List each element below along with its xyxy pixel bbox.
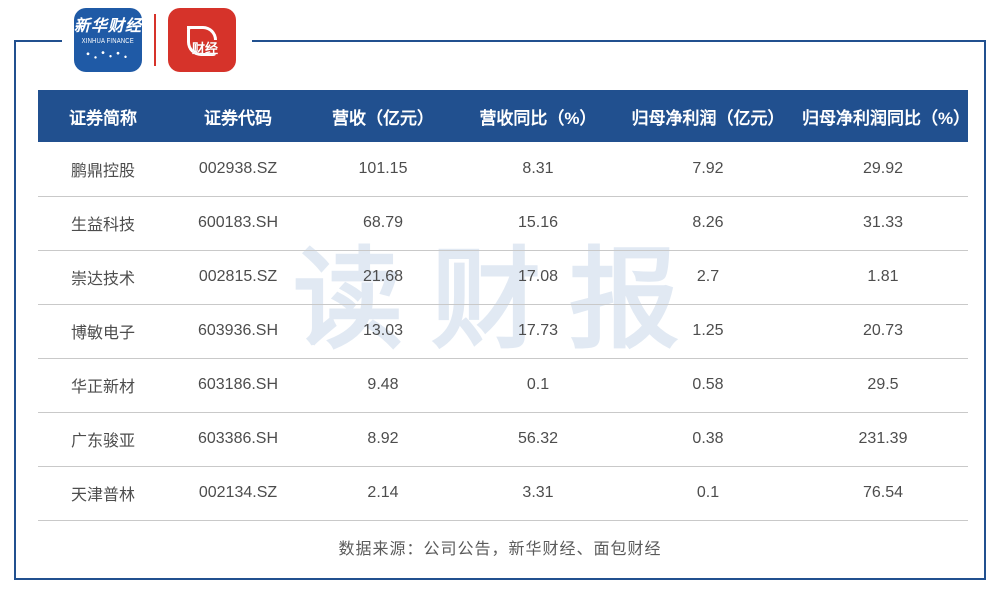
col-header: 归母净利润同比（%） xyxy=(798,90,968,142)
table-header-row: 证券简称 证券代码 营收（亿元） 营收同比（%） 归母净利润（亿元） 归母净利润… xyxy=(38,90,968,142)
table-row: 博敏电子603936.SH13.0317.731.2520.73 xyxy=(38,304,968,358)
col-header: 营收同比（%） xyxy=(458,90,618,142)
table-cell: 8.26 xyxy=(618,196,798,250)
table-cell: 76.54 xyxy=(798,466,968,520)
col-header: 归母净利润（亿元） xyxy=(618,90,798,142)
table-cell: 生益科技 xyxy=(38,196,168,250)
table-cell: 603186.SH xyxy=(168,358,308,412)
table-cell: 0.1 xyxy=(618,466,798,520)
table-cell: 101.15 xyxy=(308,142,458,196)
table-cell: 8.31 xyxy=(458,142,618,196)
xinhua-logo-dots xyxy=(83,49,133,61)
table-cell: 002815.SZ xyxy=(168,250,308,304)
table-cell: 9.48 xyxy=(308,358,458,412)
xinhua-logo-text-en: XINHUA FINANCE xyxy=(82,38,134,45)
table-cell: 华正新材 xyxy=(38,358,168,412)
logo-bar: 新华财经 XINHUA FINANCE 财经 xyxy=(74,8,236,72)
table-row: 天津普林002134.SZ2.143.310.176.54 xyxy=(38,466,968,520)
table-cell: 29.5 xyxy=(798,358,968,412)
table-row: 广东骏亚603386.SH8.9256.320.38231.39 xyxy=(38,412,968,466)
table-cell: 29.92 xyxy=(798,142,968,196)
table-cell: 1.25 xyxy=(618,304,798,358)
table-cell: 002938.SZ xyxy=(168,142,308,196)
mianbao-finance-logo: 财经 xyxy=(168,8,236,72)
table-cell: 崇达技术 xyxy=(38,250,168,304)
table-cell: 21.68 xyxy=(308,250,458,304)
financial-table: 证券简称 证券代码 营收（亿元） 营收同比（%） 归母净利润（亿元） 归母净利润… xyxy=(38,90,968,521)
table-cell: 31.33 xyxy=(798,196,968,250)
table-cell: 600183.SH xyxy=(168,196,308,250)
table-cell: 56.32 xyxy=(458,412,618,466)
table-cell: 17.08 xyxy=(458,250,618,304)
table-cell: 0.38 xyxy=(618,412,798,466)
logo-separator xyxy=(154,14,156,66)
table-cell: 广东骏亚 xyxy=(38,412,168,466)
xinhua-logo-text-cn: 新华财经 xyxy=(74,19,142,36)
table-cell: 3.31 xyxy=(458,466,618,520)
col-header: 营收（亿元） xyxy=(308,90,458,142)
page-root: 新华财经 XINHUA FINANCE 财经 读财报 证券简称 证券代码 营收（… xyxy=(0,0,1000,594)
table-cell: 鹏鼎控股 xyxy=(38,142,168,196)
table-cell: 2.14 xyxy=(308,466,458,520)
table-cell: 17.73 xyxy=(458,304,618,358)
table-cell: 15.16 xyxy=(458,196,618,250)
table-row: 生益科技600183.SH68.7915.168.2631.33 xyxy=(38,196,968,250)
col-header: 证券代码 xyxy=(168,90,308,142)
table-cell: 0.58 xyxy=(618,358,798,412)
mianbao-logo-text: 财经 xyxy=(192,42,218,55)
table-cell: 231.39 xyxy=(798,412,968,466)
table-cell: 002134.SZ xyxy=(168,466,308,520)
table-cell: 1.81 xyxy=(798,250,968,304)
table-cell: 68.79 xyxy=(308,196,458,250)
col-header: 证券简称 xyxy=(38,90,168,142)
table-cell: 603386.SH xyxy=(168,412,308,466)
table-cell: 0.1 xyxy=(458,358,618,412)
table-cell: 天津普林 xyxy=(38,466,168,520)
table-cell: 8.92 xyxy=(308,412,458,466)
table-cell: 7.92 xyxy=(618,142,798,196)
table-cell: 20.73 xyxy=(798,304,968,358)
table-row: 华正新材603186.SH9.480.10.5829.5 xyxy=(38,358,968,412)
xinhua-finance-logo: 新华财经 XINHUA FINANCE xyxy=(74,8,142,72)
table-cell: 603936.SH xyxy=(168,304,308,358)
table-cell: 2.7 xyxy=(618,250,798,304)
table-row: 鹏鼎控股002938.SZ101.158.317.9229.92 xyxy=(38,142,968,196)
table-body: 鹏鼎控股002938.SZ101.158.317.9229.92生益科技6001… xyxy=(38,142,968,520)
table-cell: 13.03 xyxy=(308,304,458,358)
data-source-line: 数据来源：公司公告，新华财经、面包财经 xyxy=(38,528,962,566)
financial-table-wrap: 证券简称 证券代码 营收（亿元） 营收同比（%） 归母净利润（亿元） 归母净利润… xyxy=(38,90,962,521)
table-cell: 博敏电子 xyxy=(38,304,168,358)
table-row: 崇达技术002815.SZ21.6817.082.71.81 xyxy=(38,250,968,304)
